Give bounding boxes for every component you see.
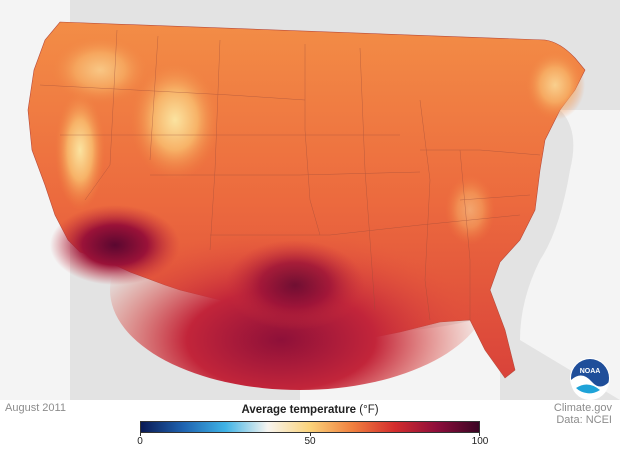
noaa-logo-icon: NOAA (570, 358, 610, 400)
map-panel: NOAA (0, 0, 620, 400)
southwest-heat (50, 205, 180, 285)
northeast-cool (525, 50, 585, 120)
rockies-cool (130, 60, 220, 180)
credit-block: Climate.gov Data: NCEI (554, 402, 612, 426)
legend-label-min: 0 (137, 436, 143, 447)
northwest-cool (50, 35, 150, 105)
legend-unit: (°F) (359, 404, 379, 416)
credit-data: Data: NCEI (556, 414, 612, 426)
credit-source: Climate.gov (553, 402, 612, 414)
legend-title: Average temperature (°F) (140, 404, 480, 416)
atlantic-ocean (520, 110, 620, 400)
date-label: August 2011 (5, 402, 66, 414)
state-borders (39, 29, 541, 321)
texas-heat (225, 240, 365, 330)
appalachian-cool (445, 175, 495, 245)
legend-label-mid: 50 (304, 436, 316, 447)
legend-label-max: 100 (471, 436, 489, 447)
legend-tick-min (140, 433, 141, 436)
legend-tick-max (479, 433, 480, 436)
legend-tick-mid (310, 433, 311, 436)
legend-color-bar (140, 421, 480, 433)
temperature-map (0, 0, 620, 400)
sierra-cool (55, 90, 105, 210)
noaa-logo-text: NOAA (580, 368, 601, 375)
legend-title-text: Average temperature (241, 404, 357, 416)
